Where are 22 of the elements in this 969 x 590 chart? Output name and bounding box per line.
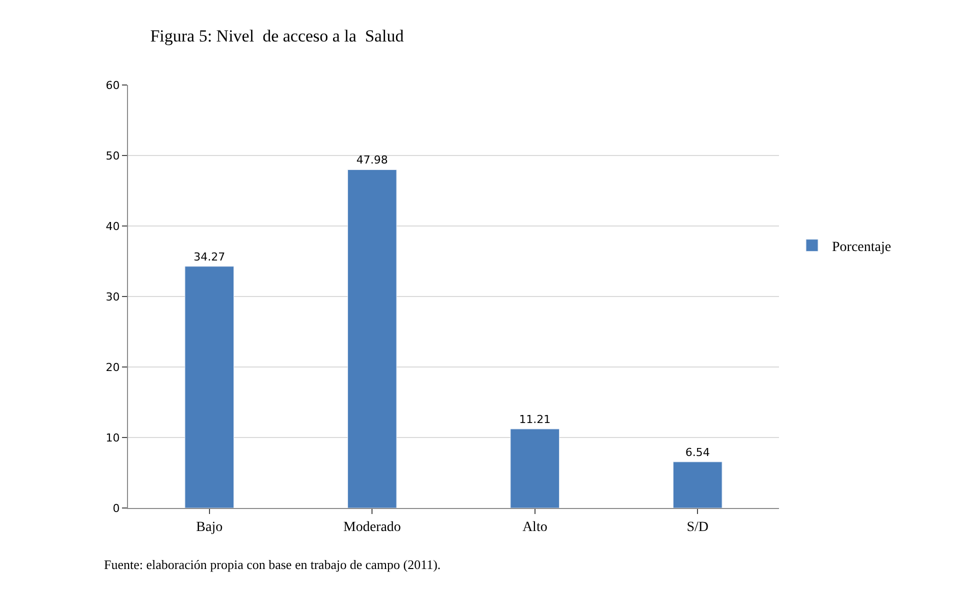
bar — [347, 169, 397, 508]
bar — [672, 462, 722, 508]
x-tick-label: S/D — [686, 520, 709, 535]
legend-label: Porcentaje — [832, 240, 892, 255]
chart-title: Figura 5: Nivel de acceso a la Salud — [150, 26, 404, 46]
bar — [184, 266, 234, 508]
x-tick-label: Moderado — [343, 520, 401, 535]
x-tick-label: Bajo — [196, 520, 223, 535]
y-tick-label: 0 — [112, 502, 120, 515]
data-label: 6.54 — [685, 446, 710, 459]
x-tick-label: Alto — [522, 520, 548, 535]
y-tick-label: 60 — [106, 78, 120, 92]
bar — [510, 428, 560, 508]
y-tick-label: 20 — [106, 360, 120, 374]
data-label: 34.27 — [194, 250, 226, 264]
y-tick-label: 30 — [106, 290, 120, 304]
y-tick-label: 40 — [106, 220, 120, 233]
y-tick-label: 50 — [106, 149, 120, 162]
data-label: 47.98 — [356, 154, 388, 167]
y-tick-label: 10 — [106, 431, 120, 444]
source-note: Fuente: elaboración propia con base en trabajo de campo (2011). — [104, 557, 441, 572]
data-label: 11.21 — [519, 412, 551, 426]
